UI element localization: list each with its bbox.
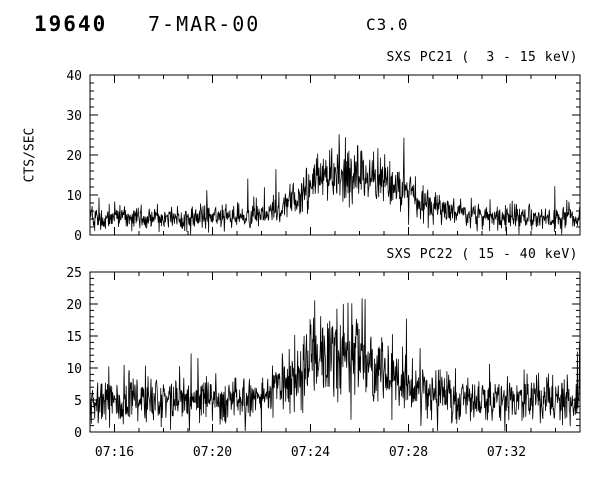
svg-text:07:32: 07:32 — [487, 445, 526, 460]
event-date: 7-MAR-00 — [148, 12, 261, 36]
svg-text:10: 10 — [66, 362, 82, 377]
panel-title-pc22: SXS PC22 ( 15 - 40 keV) — [386, 247, 578, 262]
svg-text:15: 15 — [66, 330, 82, 345]
goes-class: C3.0 — [366, 15, 409, 34]
svg-text:20: 20 — [66, 149, 82, 164]
event-id: 19640 — [34, 12, 108, 36]
svg-text:0: 0 — [74, 229, 82, 244]
svg-text:07:16: 07:16 — [95, 445, 134, 460]
svg-text:25: 25 — [66, 266, 82, 281]
svg-text:0: 0 — [74, 426, 82, 441]
svg-text:20: 20 — [66, 298, 82, 313]
svg-text:07:20: 07:20 — [193, 445, 232, 460]
svg-text:07:28: 07:28 — [389, 445, 428, 460]
panel-title-pc21: SXS PC21 ( 3 - 15 keV) — [386, 50, 578, 65]
svg-text:07:24: 07:24 — [291, 445, 330, 460]
svg-text:40: 40 — [66, 69, 82, 84]
svg-text:5: 5 — [74, 394, 82, 409]
svg-text:30: 30 — [66, 109, 82, 124]
svg-text:10: 10 — [66, 189, 82, 204]
